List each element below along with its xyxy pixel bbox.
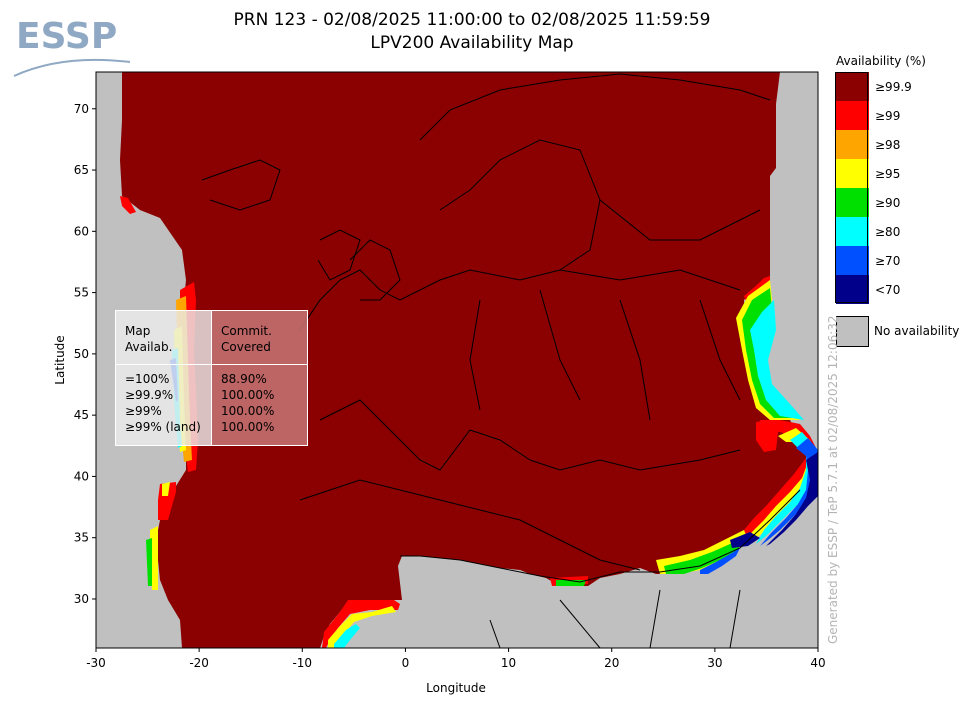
x-tick-label: -30 [86, 656, 106, 670]
y-tick-label: 65 [74, 163, 89, 177]
coastline-15 [469, 299, 481, 411]
coastline-13 [539, 289, 581, 401]
coastline-3 [319, 399, 741, 471]
coastline-10 [559, 599, 601, 649]
coastline-6 [201, 159, 281, 211]
legend-label: <70 [875, 283, 901, 297]
coastline-1 [439, 139, 601, 271]
y-tick-label: 70 [74, 102, 89, 116]
legend-label: ≥95 [875, 167, 901, 181]
band-sw-ge90 [146, 538, 152, 586]
x-tick-label: 0 [402, 656, 410, 670]
coverage-full-region [120, 72, 810, 648]
legend-title: Availability (%) [836, 54, 926, 68]
legend-label: ≥99 [875, 109, 901, 123]
band-levant-ge80 [756, 432, 818, 544]
plot-area [96, 72, 818, 649]
essp-logo: ESSP [13, 16, 131, 77]
band-south-ge99 [322, 600, 400, 648]
x-tick-label: 10 [501, 656, 516, 670]
legend-swatch [836, 246, 869, 275]
band-nw-ge99 [120, 196, 136, 214]
coastline-12 [729, 589, 741, 649]
band-egypt-ge90 [664, 540, 742, 574]
chart-subtitle: LPV200 Availability Map [370, 33, 574, 53]
stats-rows-right: 88.90% 100.00% 100.00% 100.00% [221, 372, 275, 434]
coastline-17 [599, 199, 761, 241]
stats-header-right: Commit. Covered [221, 324, 272, 354]
band-levant-lt70 [766, 452, 818, 546]
band-turkey-ge99 [756, 420, 778, 452]
y-tick-label: 40 [74, 469, 89, 483]
y-tick-label: 30 [74, 592, 89, 606]
coastline-16 [699, 299, 741, 401]
y-tick-label: 35 [74, 531, 89, 545]
no-availability-swatch [836, 316, 869, 347]
logo-swoosh [13, 58, 131, 77]
band-south-ge80 [334, 624, 360, 648]
y-tick-label: 55 [74, 286, 89, 300]
coastline-2 [299, 269, 741, 331]
legend-label: ≥80 [875, 225, 901, 239]
x-tick-label: 30 [707, 656, 722, 670]
y-tick-label: 60 [74, 224, 89, 238]
y-axis-title: Latitude [53, 335, 67, 384]
generated-by-text: Generated by ESSP / TeP 5.7.1 at 02/08/2… [826, 315, 840, 644]
coastline-14 [619, 299, 651, 421]
coastline-4 [299, 479, 641, 571]
legend-label: ≥90 [875, 196, 901, 210]
x-tick-label: -10 [292, 656, 312, 670]
legend-label: ≥98 [875, 138, 901, 152]
legend-swatch [836, 101, 869, 130]
axes: -30 -20 -10 0 10 20 30 40 30 35 40 45 50 55 60 65 70 [74, 71, 826, 670]
legend-swatch [836, 130, 869, 159]
legend-swatch [836, 72, 869, 101]
y-tick-label: 45 [74, 408, 89, 422]
plot-frame [95, 71, 819, 649]
coastline-8 [349, 239, 401, 301]
x-tick-label: 20 [604, 656, 619, 670]
y-tick-label: 50 [74, 347, 89, 361]
legend-swatch [836, 275, 869, 304]
logo-text: ESSP [16, 16, 117, 57]
coastline-0 [419, 73, 771, 141]
band-egypt-ge70 [700, 548, 740, 574]
band-levant-ge70 [760, 438, 818, 546]
legend-swatch [836, 217, 869, 246]
no-availability-label: No availability [874, 324, 960, 338]
stats-body-right-cell [211, 364, 308, 446]
band-sw2-ge95 [162, 482, 170, 496]
x-tick-label: 40 [810, 656, 825, 670]
chart-title: PRN 123 - 02/08/2025 11:00:00 to 02/08/2… [233, 10, 711, 30]
x-axis-title: Longitude [426, 681, 486, 695]
coastline-9 [489, 619, 501, 649]
coastline-11 [649, 589, 661, 649]
band-east-ge80 [750, 300, 804, 420]
x-tick-label: -20 [189, 656, 209, 670]
stats-rows-left: =100% ≥99.9% ≥99% ≥99% (land) [125, 372, 201, 434]
legend-swatch [836, 159, 869, 188]
legend-swatch [836, 188, 869, 217]
stats-header-left: Map Availab. [125, 324, 173, 354]
coastline-5 [400, 489, 801, 583]
legend-label: ≥70 [875, 254, 901, 268]
legend-label: ≥99.9 [875, 80, 912, 94]
